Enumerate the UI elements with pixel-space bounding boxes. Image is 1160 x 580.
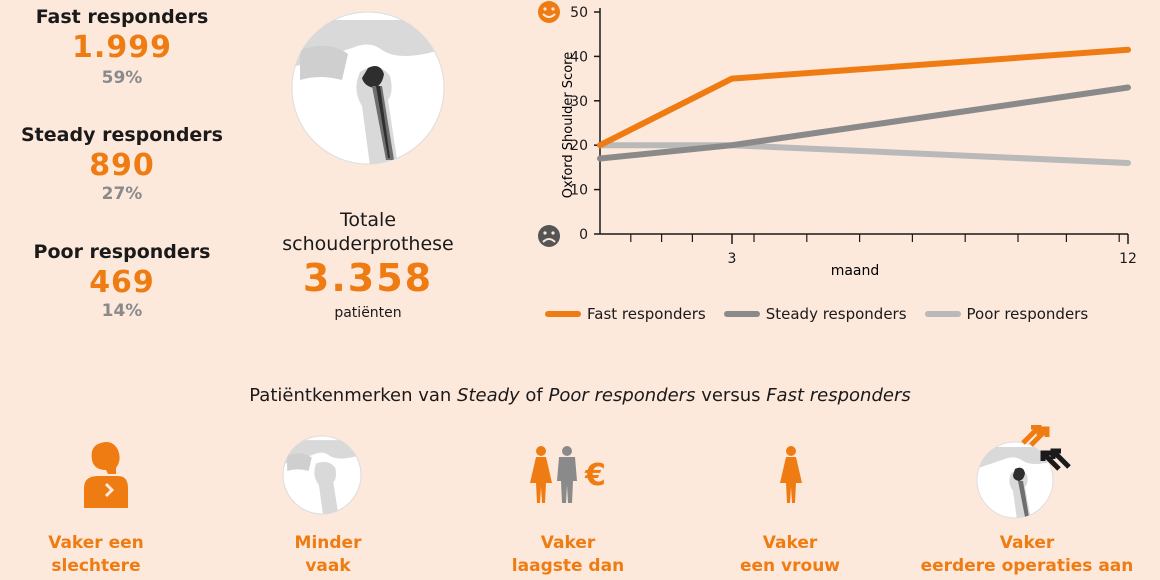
legend: Fast responders Steady responders Poor r… xyxy=(545,305,1088,323)
y-tick-label: 0 xyxy=(579,227,588,243)
heading-part-5: versus xyxy=(695,385,767,406)
group-steady-name: Steady responders xyxy=(21,124,223,146)
group-steady-count: 890 xyxy=(89,148,155,183)
couple-euro-icon: € xyxy=(530,446,606,503)
char-label-2: Minder vaak xyxy=(228,532,428,578)
char-label-4: Vaker een vrouw xyxy=(690,532,890,578)
legend-item-poor: Poor responders xyxy=(924,305,1089,323)
woman-icon xyxy=(780,446,802,503)
group-poor-name: Poor responders xyxy=(33,241,211,263)
char-3-line2: laagste dan xyxy=(511,556,625,576)
heading-part-6: Fast responders xyxy=(766,385,911,406)
shoulder-icon xyxy=(282,435,362,515)
series-line-fast-responders xyxy=(597,46,1131,149)
series-line-steady-responders xyxy=(597,84,1131,162)
shoulder-prosthesis-icon xyxy=(291,11,445,165)
total-title-line2: schouderprothese xyxy=(282,233,454,255)
euro-glyph: € xyxy=(584,458,606,493)
x-axis-label: maand xyxy=(831,263,880,279)
legend-label-poor: Poor responders xyxy=(966,305,1089,323)
char-2-line1: Minder xyxy=(294,533,362,553)
person-pain-icon xyxy=(84,442,128,508)
total-count: 3.358 xyxy=(302,256,434,300)
char-2-line2: vaak xyxy=(305,556,351,576)
y-tick-label: 40 xyxy=(570,49,588,65)
legend-swatch-fast xyxy=(545,311,581,317)
smiley-sad-icon xyxy=(538,225,560,247)
legend-swatch-steady xyxy=(723,311,760,317)
legend-label-steady: Steady responders xyxy=(765,305,907,323)
heading-part-2: Steady xyxy=(457,385,520,406)
heading-part-1: Patiëntkenmerken van xyxy=(249,385,458,406)
group-fast-count: 1.999 xyxy=(72,30,172,65)
shoulder-surgery-icon xyxy=(976,425,1071,519)
char-label-1: Vaker een slechtere xyxy=(0,532,196,578)
char-label-5: Vaker eerdere operaties aan xyxy=(912,532,1142,578)
x-tick-label: 12 xyxy=(1119,251,1137,267)
group-fast-percent: 59% xyxy=(101,68,143,88)
total-unit: patiënten xyxy=(334,305,402,321)
y-tick-label: 20 xyxy=(570,138,588,154)
legend-item-steady: Steady responders xyxy=(723,305,907,323)
smiley-happy-icon xyxy=(538,1,560,23)
char-label-3: Vaker laagste dan xyxy=(468,532,668,578)
x-tick-label: 3 xyxy=(728,251,737,267)
group-steady-percent: 27% xyxy=(101,184,143,204)
oxford-score-chart: Oxford Shoulder Score maand 0 10 20 30 40 50 3… xyxy=(538,1,1137,279)
total-title-line1: Totale xyxy=(339,209,397,231)
legend-swatch-poor xyxy=(924,311,961,317)
y-tick-label: 10 xyxy=(570,183,588,199)
char-5-line1: Vaker xyxy=(999,533,1055,553)
group-fast-name: Fast responders xyxy=(35,6,209,28)
char-4-line1: Vaker xyxy=(762,533,818,553)
characteristics-heading: Patiëntkenmerken van Steady of Poor resp… xyxy=(0,385,1160,406)
y-tick-label: 50 xyxy=(570,5,588,21)
char-5-line2: eerdere operaties aan xyxy=(920,556,1134,576)
char-4-line2: een vrouw xyxy=(739,556,841,576)
legend-label-fast: Fast responders xyxy=(587,305,706,323)
legend-item-fast: Fast responders xyxy=(545,305,706,323)
char-1-line2: slechtere xyxy=(51,556,141,576)
group-poor-percent: 14% xyxy=(101,301,143,321)
y-axis-label: Oxford Shoulder Score xyxy=(561,52,576,198)
group-poor-count: 469 xyxy=(89,265,155,300)
char-3-line1: Vaker xyxy=(540,533,596,553)
y-tick-label: 30 xyxy=(570,94,588,110)
heading-part-4: Poor responders xyxy=(548,385,696,406)
heading-part-3: of xyxy=(519,385,549,406)
char-1-line1: Vaker een xyxy=(48,533,144,553)
